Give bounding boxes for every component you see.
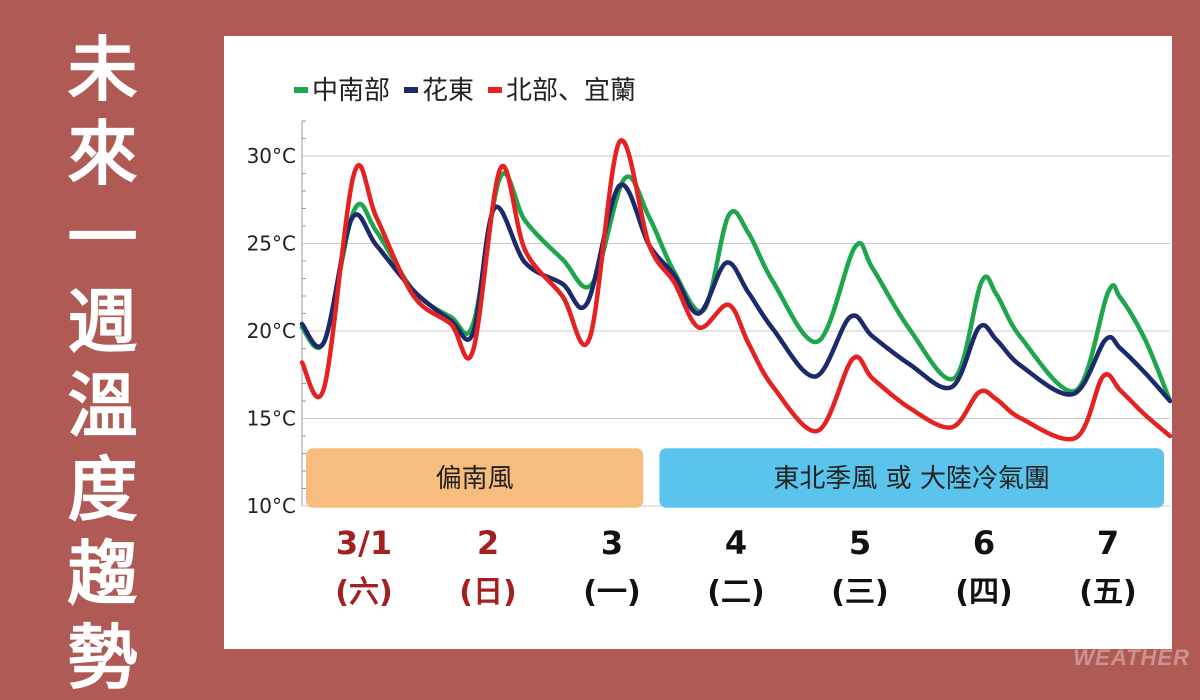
x-day-date: 3	[601, 524, 623, 562]
wind-band-label: 偏南風	[436, 464, 514, 494]
x-day-date: 3/1	[336, 524, 392, 562]
y-tick-label: 10°C	[247, 494, 296, 518]
title-char: 來	[67, 113, 138, 195]
title-char: 勢	[67, 617, 138, 699]
title-char: 未	[67, 29, 138, 111]
x-day-weekday: (四)	[955, 575, 1012, 610]
x-day-date: 7	[1097, 524, 1119, 562]
chart-panel: 10°C 15°C 20°C 25°C 30°C 偏南風 東北季風 或 大陸冷氣團 中南部 花東…	[224, 36, 1172, 649]
title-char: 週	[67, 281, 138, 363]
x-day-date: 5	[849, 524, 871, 562]
x-day-weekday: (一)	[583, 575, 640, 610]
x-day-weekday: (三)	[831, 575, 888, 610]
y-tick-label: 25°C	[247, 232, 296, 256]
x-day-weekday: (日)	[459, 575, 516, 610]
y-tick-label: 20°C	[247, 319, 296, 343]
watermark: WEATHER	[1073, 645, 1190, 670]
title-char: 溫	[67, 365, 138, 447]
wind-band-label: 東北季風 或 大陸冷氣團	[773, 464, 1050, 494]
x-day-weekday: (六)	[335, 575, 392, 610]
y-tick-label: 30°C	[247, 144, 296, 168]
y-tick-label: 15°C	[247, 407, 296, 431]
wind-band	[306, 448, 644, 508]
wind-band	[659, 448, 1164, 508]
x-day-weekday: (五)	[1079, 575, 1136, 610]
title-char: 趨	[67, 533, 138, 615]
series-line	[299, 182, 1172, 404]
title-char: 度	[67, 449, 138, 531]
legend-label: 中南部	[312, 76, 390, 106]
title-char: 一	[67, 197, 138, 279]
series-line	[299, 138, 1172, 442]
series-line	[299, 171, 1172, 404]
x-day-weekday: (二)	[707, 575, 764, 610]
x-day-date: 2	[477, 524, 499, 562]
x-day-date: 4	[725, 524, 747, 562]
page-title: 未來一週溫度趨勢	[0, 28, 205, 700]
legend-label: 花東	[422, 76, 474, 106]
legend-label: 北部、宜蘭	[506, 76, 636, 106]
temperature-chart: 10°C 15°C 20°C 25°C 30°C 偏南風 東北季風 或 大陸冷氣團 中南部 花東…	[247, 76, 1172, 610]
x-day-date: 6	[973, 524, 995, 562]
